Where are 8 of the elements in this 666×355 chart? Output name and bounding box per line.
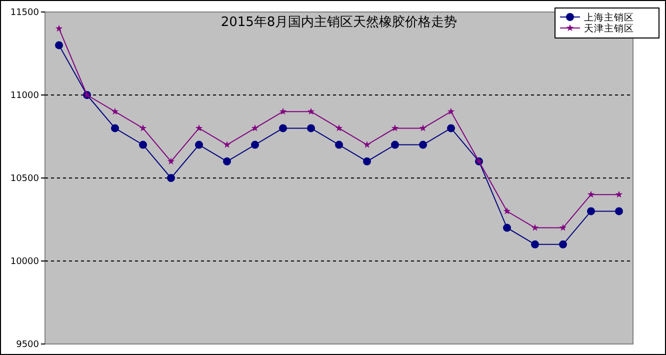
legend-label: 天津主销区 — [584, 22, 634, 34]
chart-title: 2015年8月国内主销区天然橡胶价格走势 — [220, 14, 458, 30]
y-tick-label: 10000 — [10, 257, 40, 267]
legend-label: 上海主销区 — [584, 12, 634, 24]
y-tick-label: 11500 — [10, 8, 40, 18]
y-tick-label: 11000 — [10, 91, 40, 101]
y-tick-label: 10500 — [10, 174, 40, 184]
y-tick-label: 9500 — [16, 340, 40, 350]
